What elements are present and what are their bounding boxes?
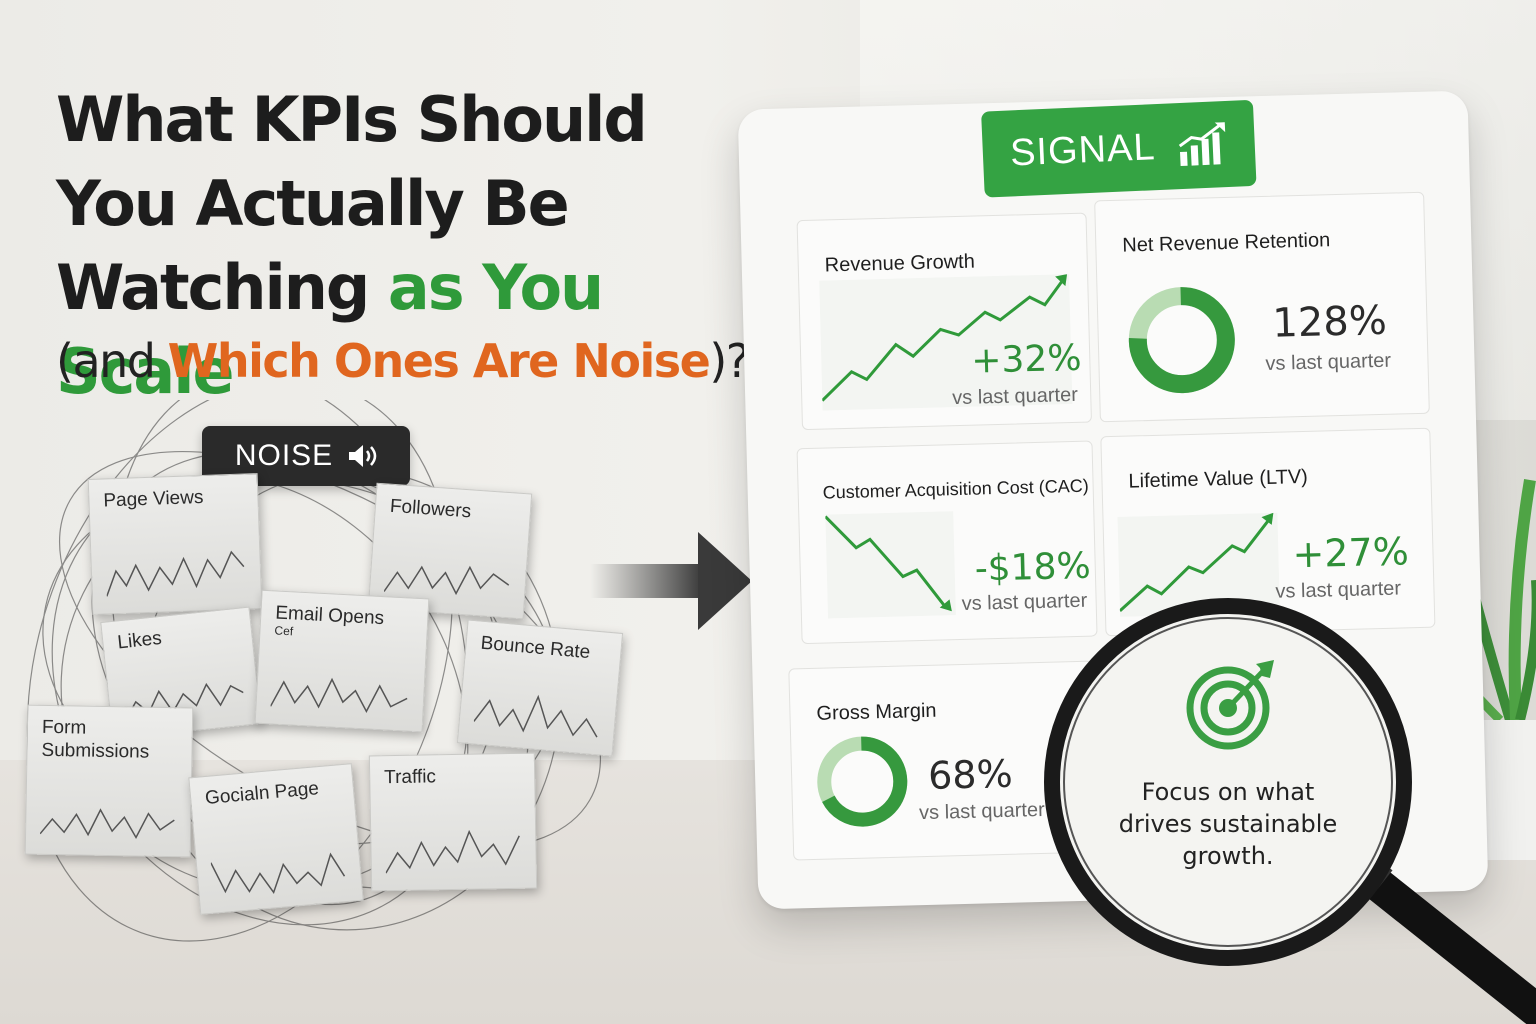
card-sub: vs last quarter	[951, 383, 1079, 410]
magnifying-glass	[1044, 598, 1536, 1024]
note-traffic: Traffic	[368, 752, 538, 892]
note-bounce-rate: Bounce Rate	[456, 619, 624, 757]
headline-line-2: You Actually Be	[56, 167, 570, 240]
card-title: Lifetime Value (LTV)	[1128, 465, 1309, 493]
note-followers: Followers	[367, 482, 533, 620]
card-lifetime-value: Lifetime Value (LTV) +27% vs last quarte…	[1100, 427, 1436, 637]
noise-sparkline	[383, 565, 510, 596]
note-form-submissions: Form Submissions	[24, 704, 194, 858]
cac-line-chart	[825, 511, 956, 619]
revenue-line-chart	[819, 274, 1073, 411]
card-title: Revenue Growth	[824, 250, 976, 277]
card-net-revenue-retention: Net Revenue Retention 128% vs last quart…	[1094, 191, 1430, 423]
magnifier-caption: Focus on what drives sustainable growth.	[1118, 778, 1338, 870]
note-email-opens: Email Opens Cef	[254, 589, 430, 733]
note-social-page: Gocialn Page	[188, 763, 364, 915]
noise-sparkline	[473, 694, 598, 738]
note-page-views: Page Views	[87, 473, 263, 615]
headline-line-3: Watching as You Scale	[56, 246, 776, 414]
card-value: +27%	[1291, 529, 1410, 577]
card-revenue-growth: Revenue Growth +32% vs last quarter	[796, 212, 1092, 431]
note-label: Traffic	[384, 766, 437, 789]
note-sublabel: Cef	[274, 623, 294, 639]
noise-sparkline	[39, 808, 175, 840]
signal-badge: SIGNAL	[981, 99, 1257, 198]
ltv-line-chart	[1117, 512, 1281, 617]
note-label: Form Submissions	[41, 716, 150, 763]
subheadline: (and Which Ones Are Noise)?	[56, 334, 776, 388]
card-title: Gross Margin	[816, 699, 937, 725]
signal-board: SIGNAL Revenue Growth +32% vs last quart…	[737, 90, 1489, 910]
right-arrow-icon	[590, 532, 752, 630]
headline: What KPIs Should You Actually Be Watchin…	[56, 78, 776, 414]
card-gross-margin: Gross Margin 68% vs last quarter	[788, 660, 1098, 861]
speaker-icon	[349, 445, 377, 467]
card-value: 128%	[1271, 297, 1388, 347]
headline-line-1: What KPIs Should	[56, 83, 648, 156]
card-value: +32%	[970, 337, 1083, 382]
nrr-donut-chart	[1128, 287, 1235, 394]
target-arrow-icon	[1186, 660, 1274, 750]
headline-as-you-scale: as You Scale	[56, 251, 604, 408]
headline-watching: Watching	[56, 251, 370, 324]
noise-sparkline	[385, 829, 520, 874]
noise-sparkline	[270, 677, 408, 713]
subheadline-open: (and	[56, 334, 156, 388]
card-customer-acquisition-cost: Customer Acquisition Cost (CAC) -$18% vs…	[796, 440, 1098, 645]
card-value: -$18%	[974, 545, 1092, 590]
noise-sparkline	[210, 852, 346, 895]
noise-sparkline	[106, 550, 245, 597]
note-label: Followers	[389, 495, 472, 523]
signal-badge-label: SIGNAL	[1009, 125, 1157, 174]
card-sub: vs last quarter	[1265, 349, 1392, 375]
note-label: Likes	[116, 627, 163, 654]
note-label: Bounce Rate	[479, 632, 592, 664]
noise-badge-label: NOISE	[234, 439, 334, 472]
noise-badge: NOISE	[202, 426, 410, 486]
card-title: Net Revenue Retention	[1122, 229, 1331, 257]
gross-margin-donut-chart	[817, 736, 908, 827]
note-label: Page Views	[103, 486, 204, 512]
note-label: Gocialn Page	[204, 778, 320, 809]
subheadline-noise: Which Ones Are Noise	[167, 334, 711, 388]
card-title: Customer Acquisition Cost (CAC)	[822, 475, 1089, 503]
card-sub: vs last quarter	[918, 798, 1045, 825]
card-value: 68%	[927, 751, 1014, 798]
bar-chart-growth-icon	[1178, 122, 1225, 167]
